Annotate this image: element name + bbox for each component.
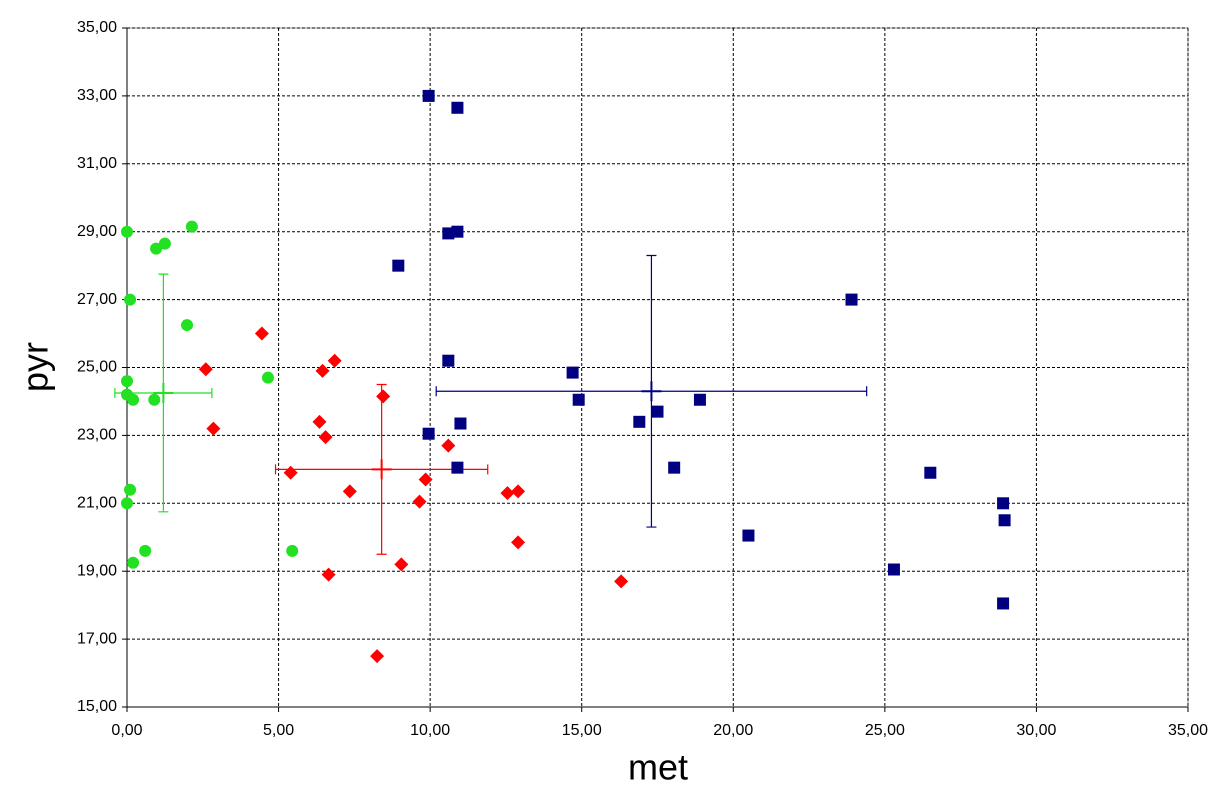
point xyxy=(998,514,1011,527)
point xyxy=(376,389,391,404)
point xyxy=(511,484,526,499)
point xyxy=(887,563,900,576)
y-tick-label: 29,00 xyxy=(77,223,117,240)
point xyxy=(633,415,646,428)
point xyxy=(148,393,161,406)
point xyxy=(693,393,706,406)
y-tick-label: 25,00 xyxy=(77,359,117,376)
point xyxy=(500,486,515,501)
point xyxy=(370,649,385,664)
point xyxy=(997,597,1010,610)
point xyxy=(121,497,133,510)
point xyxy=(286,544,299,557)
point xyxy=(454,417,467,430)
point xyxy=(572,393,585,406)
point xyxy=(924,466,937,479)
point xyxy=(451,101,464,114)
point xyxy=(442,354,455,367)
point xyxy=(422,89,435,102)
point xyxy=(150,242,163,255)
y-tick-label: 21,00 xyxy=(77,495,117,512)
x-tick-label: 30,00 xyxy=(1016,722,1056,739)
point xyxy=(668,461,681,474)
point xyxy=(394,557,409,572)
x-tick-label: 10,00 xyxy=(410,722,450,739)
y-tick-label: 31,00 xyxy=(77,155,117,172)
point xyxy=(651,405,664,418)
point xyxy=(198,362,213,377)
y-tick-label: 17,00 xyxy=(77,630,117,647)
point xyxy=(254,326,269,341)
point xyxy=(327,353,342,368)
point xyxy=(742,529,755,542)
y-tick-label: 35,00 xyxy=(77,19,117,36)
x-tick-label: 5,00 xyxy=(263,722,294,739)
point xyxy=(124,293,137,306)
x-tick-label: 35,00 xyxy=(1168,722,1208,739)
point xyxy=(121,225,133,238)
point xyxy=(127,393,140,406)
point xyxy=(321,567,336,582)
point xyxy=(392,259,405,272)
point xyxy=(312,414,327,429)
point xyxy=(997,497,1010,510)
y-tick-label: 33,00 xyxy=(77,87,117,104)
point xyxy=(318,430,333,445)
mean-marker xyxy=(153,382,174,403)
point xyxy=(442,227,455,240)
point xyxy=(422,427,435,440)
point xyxy=(441,438,456,453)
point xyxy=(121,375,133,388)
x-tick-label: 20,00 xyxy=(713,722,753,739)
point xyxy=(315,363,330,378)
point xyxy=(845,293,858,306)
point xyxy=(206,421,221,436)
point xyxy=(451,461,464,474)
x-tick-label: 25,00 xyxy=(865,722,905,739)
point xyxy=(511,535,526,550)
point xyxy=(566,366,579,379)
point xyxy=(158,237,171,250)
x-tick-label: 0,00 xyxy=(111,722,142,739)
point xyxy=(342,484,357,499)
y-tick-label: 27,00 xyxy=(77,291,117,308)
point xyxy=(412,494,427,509)
point xyxy=(127,556,140,569)
point xyxy=(451,225,464,238)
x-tick-label: 15,00 xyxy=(562,722,602,739)
y-axis-title: pyr xyxy=(15,342,56,392)
point xyxy=(124,483,137,496)
point xyxy=(185,220,198,233)
point xyxy=(181,319,194,332)
point xyxy=(261,371,274,384)
x-axis-title: met xyxy=(628,747,688,788)
y-tick-label: 19,00 xyxy=(77,562,117,579)
point xyxy=(418,472,433,487)
mean-marker xyxy=(641,381,662,402)
mean-marker xyxy=(371,459,392,480)
y-tick-label: 23,00 xyxy=(77,427,117,444)
y-tick-label: 15,00 xyxy=(77,698,117,715)
point xyxy=(139,544,152,557)
point xyxy=(614,574,629,589)
